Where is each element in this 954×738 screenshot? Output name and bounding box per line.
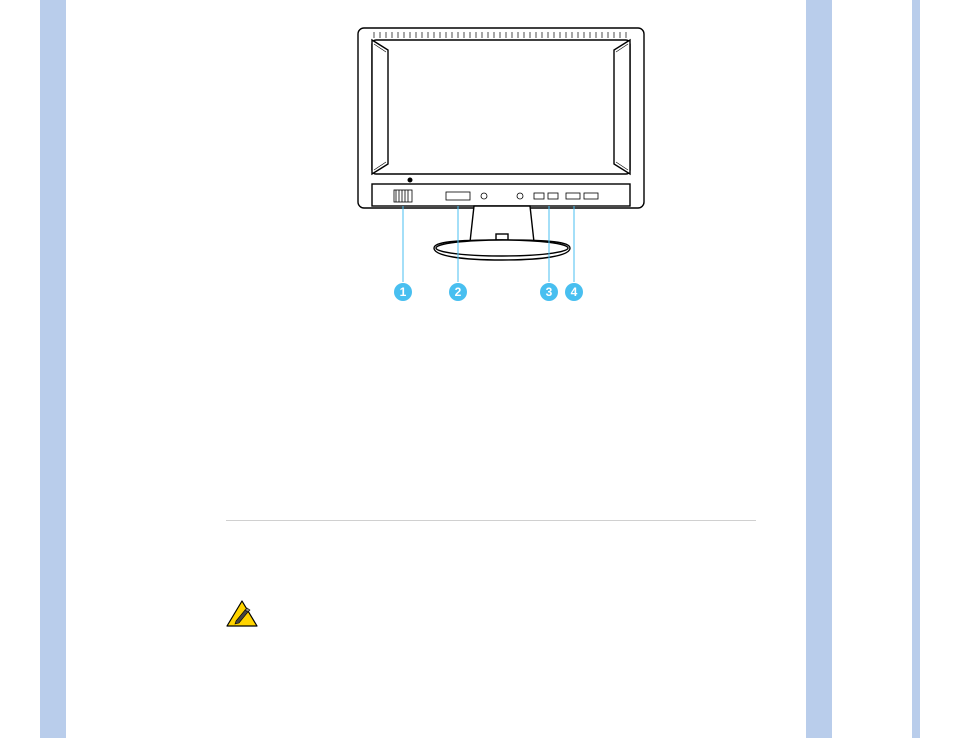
section-divider [226,520,756,521]
callout-3-label: 3 [546,285,553,299]
monitor-rear-svg: 1 2 3 4 [344,20,664,310]
callout-2-label: 2 [455,285,462,299]
left-accent-bar [40,0,66,738]
callout-1-label: 1 [400,285,407,299]
callout-4: 4 [565,283,583,301]
callout-4-label: 4 [571,285,578,299]
document-page: 1 2 3 4 [0,0,954,738]
right-accent-bar-outer [912,0,920,738]
callout-3: 3 [540,283,558,301]
warning-icon [226,600,258,628]
monitor-rear-diagram: 1 2 3 4 [344,20,664,300]
content-column: 1 2 3 4 [66,0,806,738]
callout-1: 1 [394,283,412,301]
callout-2: 2 [449,283,467,301]
right-accent-bar-inner [806,0,832,738]
